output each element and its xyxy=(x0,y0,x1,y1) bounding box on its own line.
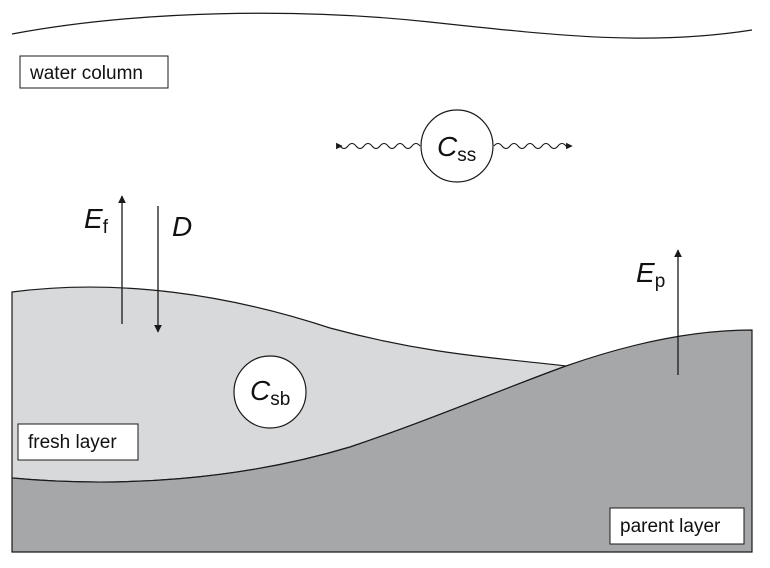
fresh-layer-label: fresh layer xyxy=(17,423,139,461)
water-surface-line xyxy=(11,12,753,39)
parent-layer-label: parent layer xyxy=(609,507,745,545)
water-column-text: water column xyxy=(29,63,143,84)
parent-layer-region xyxy=(11,329,753,553)
css-node: Css xyxy=(420,109,494,183)
ep-symbol: Ep xyxy=(636,257,665,292)
advection-wave-right xyxy=(493,142,573,150)
fresh-layer-text: fresh layer xyxy=(28,432,117,453)
parent-layer-text: parent layer xyxy=(620,516,721,537)
advection-wave-left xyxy=(336,142,421,150)
water-column-label: water column xyxy=(19,55,169,89)
ef-symbol: Ef xyxy=(84,203,109,238)
csb-symbol: Csb xyxy=(250,375,290,410)
d-symbol: D xyxy=(172,211,192,242)
css-symbol: Css xyxy=(437,131,476,166)
csb-node: Csb xyxy=(233,355,307,429)
